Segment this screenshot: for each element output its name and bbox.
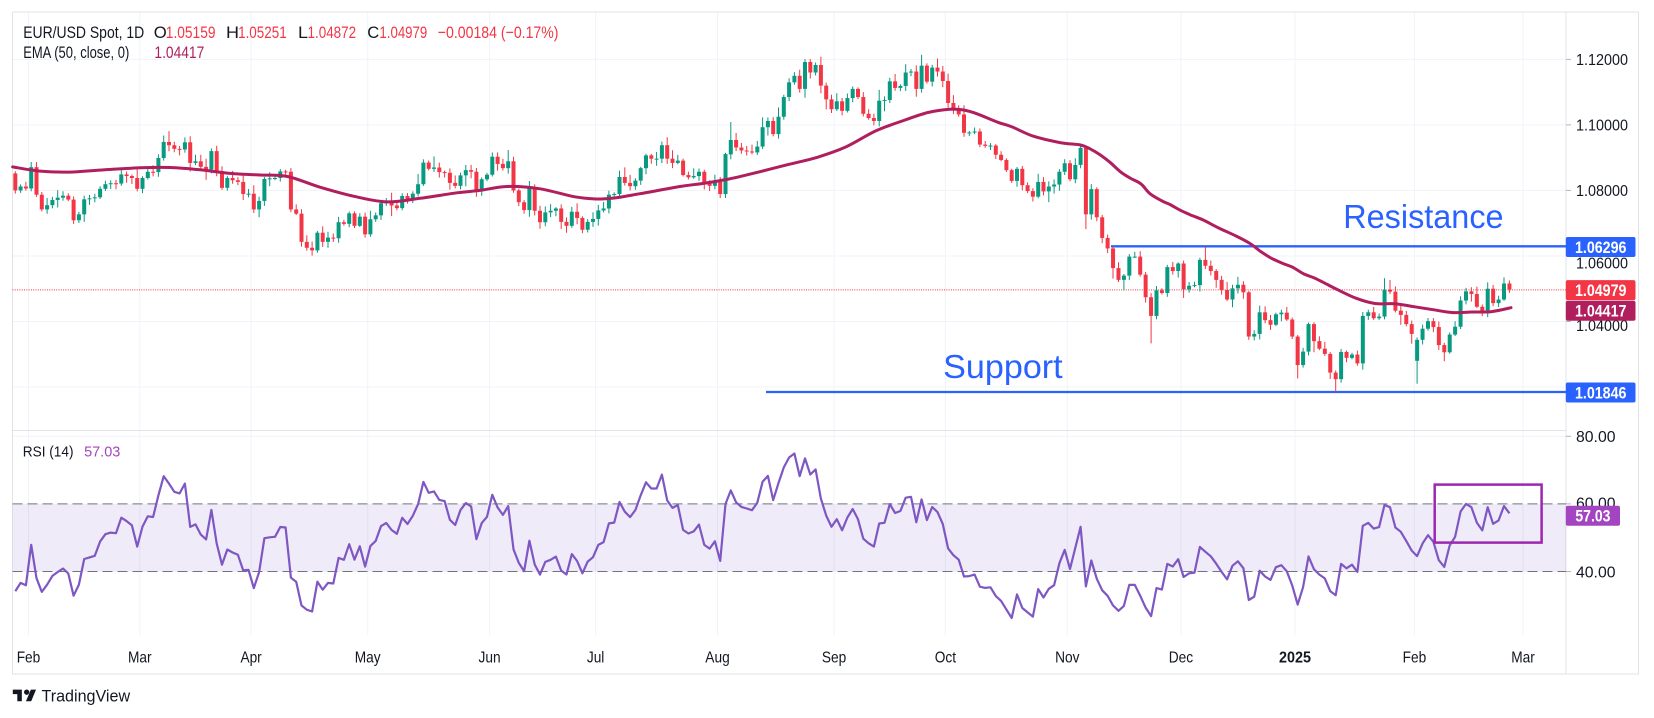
svg-text:1.08000: 1.08000 [1576,183,1628,200]
svg-text:May: May [355,650,381,667]
svg-text:1.04417: 1.04417 [154,43,204,62]
svg-text:80.00: 80.00 [1576,429,1616,446]
svg-text:Jul: Jul [587,650,605,667]
svg-text:1.04000: 1.04000 [1576,318,1628,335]
svg-text:−0.00184 (−0.17%): −0.00184 (−0.17%) [438,23,559,42]
svg-text:Dec: Dec [1169,650,1193,667]
svg-text:H: H [226,23,239,42]
svg-text:57.03: 57.03 [84,444,120,461]
svg-text:1.01846: 1.01846 [1575,384,1627,402]
svg-text:C: C [367,23,379,42]
svg-text:1.05159: 1.05159 [166,23,216,42]
svg-text:1.10000: 1.10000 [1576,118,1628,135]
svg-text:EUR/USD Spot, 1D: EUR/USD Spot, 1D [23,23,144,42]
svg-text:1.06000: 1.06000 [1576,255,1628,272]
svg-text:1.04417: 1.04417 [1575,303,1627,321]
svg-text:RSI (14): RSI (14) [23,444,74,461]
svg-text:1.04979: 1.04979 [379,23,427,42]
svg-text:Aug: Aug [705,650,729,667]
svg-text:Sep: Sep [822,650,846,667]
svg-text:Oct: Oct [935,650,957,667]
svg-text:Mar: Mar [128,650,152,667]
svg-text:57.03: 57.03 [1575,508,1610,526]
svg-text:1.05251: 1.05251 [238,23,287,42]
svg-text:Resistance: Resistance [1343,198,1503,235]
svg-text:1.04979: 1.04979 [1575,282,1627,300]
svg-text:TradingView: TradingView [42,686,131,705]
svg-text:40.00: 40.00 [1576,564,1616,581]
svg-text:Support: Support [943,348,1063,385]
svg-text:EMA (50, close, 0): EMA (50, close, 0) [23,43,129,62]
svg-text:2025: 2025 [1279,650,1311,667]
svg-text:1.06296: 1.06296 [1575,239,1627,257]
svg-text:L: L [298,23,308,42]
svg-text:Feb: Feb [17,650,41,667]
svg-text:Jun: Jun [479,650,501,667]
svg-text:Apr: Apr [240,650,262,667]
svg-text:Nov: Nov [1055,650,1079,667]
svg-text:Mar: Mar [1511,650,1535,667]
svg-text:O: O [154,23,167,42]
svg-text:1.12000: 1.12000 [1576,52,1628,69]
svg-text:Feb: Feb [1403,650,1427,667]
svg-text:1.04872: 1.04872 [308,23,357,42]
